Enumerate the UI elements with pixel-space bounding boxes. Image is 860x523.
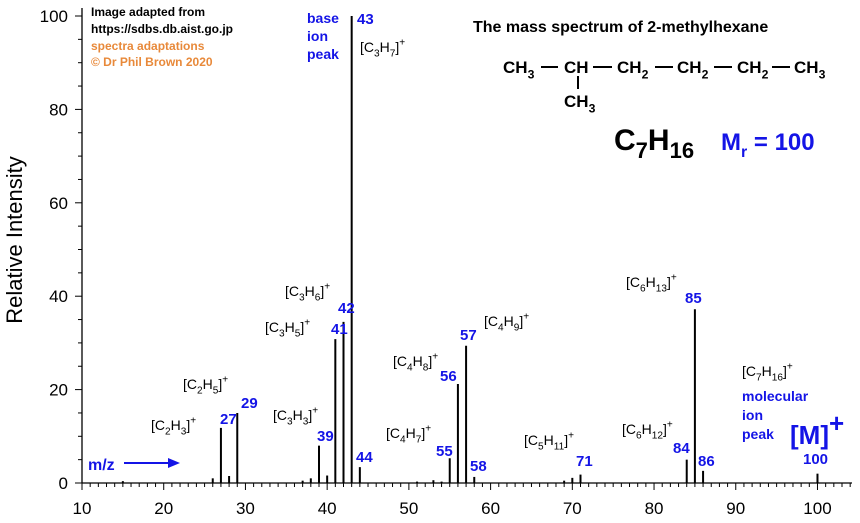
y-tick-label: 0	[59, 474, 68, 493]
peak-mz-label: 44	[356, 449, 373, 466]
peak-mz-label: 29	[241, 395, 258, 412]
y-ticks: 0 20 40 60 80 100	[40, 7, 82, 493]
chain-group: CH2	[677, 58, 709, 81]
x-tick-label: 20	[154, 499, 173, 518]
base-peak-note-2: ion	[307, 28, 328, 44]
peak-mz-label: 41	[331, 321, 348, 338]
x-tick-label: 50	[399, 499, 418, 518]
credit-line-1: Image adapted from	[91, 5, 205, 19]
x-tick-label: 40	[318, 499, 337, 518]
ion-formula-label: [C3H3]+	[273, 406, 318, 428]
ion-formula-label: [C4H8]+	[393, 352, 438, 374]
chart-title: The mass spectrum of 2-methylhexane	[473, 19, 768, 36]
peak-mz-label: 71	[576, 453, 593, 470]
peak-mz-label: 58	[470, 458, 487, 475]
x-tick-label: 80	[645, 499, 664, 518]
ion-formula-label: [C6H12]+	[622, 420, 673, 442]
x-tick-label: 90	[726, 499, 745, 518]
peak-mz-label: 55	[436, 443, 453, 460]
peak-mz-label: 84	[673, 440, 690, 457]
chain-group: CH2	[737, 58, 769, 81]
x-tick-label: 60	[481, 499, 500, 518]
y-tick-label: 80	[49, 100, 68, 119]
molecular-ion-note-2: ion	[742, 407, 763, 423]
chain-group: CH3	[503, 58, 535, 81]
peak-mz-label: 86	[698, 453, 715, 470]
molecular-formula: C7H16	[614, 124, 694, 163]
x-tick-label: 100	[803, 499, 831, 518]
peak-mz-label: 39	[317, 428, 334, 445]
ion-formula-label: [C3H7]+	[360, 38, 405, 60]
y-tick-label: 40	[49, 287, 68, 306]
x-ticks: 10 20 30 40 50 60 70 80 90 100	[73, 483, 851, 518]
x-tick-label: 10	[73, 499, 92, 518]
ion-formula-label: [C3H5]+	[265, 318, 310, 340]
relative-molecular-mass: Mr = 100	[721, 129, 815, 161]
peak-mz-label: 42	[338, 300, 355, 317]
ion-formula-label: [C6H13]+	[626, 273, 677, 295]
ion-formula-label: [C7H16]+	[742, 362, 793, 384]
peaks	[121, 16, 819, 483]
molecular-ion-note-1: molecular	[742, 388, 809, 404]
mz-marker-label: m/z	[88, 457, 115, 474]
credit-line-3: spectra adaptations	[91, 39, 205, 53]
x-tick-label: 30	[236, 499, 255, 518]
peak-mz-label: 100	[803, 451, 828, 468]
mz-arrow-icon	[124, 458, 180, 468]
structural-formula: CH3 CH CH2 CH2 CH2 CH3 CH3	[503, 58, 826, 115]
base-peak-note-3: peak	[307, 46, 339, 62]
y-tick-label: 100	[40, 7, 68, 26]
ion-formula-label: [C4H9]+	[484, 312, 529, 334]
molecular-ion-note-3: peak	[742, 426, 774, 442]
peak-labels: 27 [C2H3]+ 29 [C2H5]+ 39[C3H3]+ 41 [C3H5]+ 42 [C…	[151, 11, 828, 475]
molecular-ion-symbol: [M]+	[790, 408, 844, 450]
y-tick-label: 60	[49, 194, 68, 213]
chain-group: CH	[564, 58, 589, 77]
peak-mz-label: 43	[357, 11, 374, 28]
ion-formula-label: [C3H6]+	[285, 282, 330, 304]
peak-mz-label: 27	[220, 411, 237, 428]
ion-formula-label: [C4H7]+	[386, 424, 431, 446]
credit-line-4: © Dr Phil Brown 2020	[91, 55, 213, 69]
peak-mz-label: 56	[440, 368, 457, 385]
y-tick-label: 20	[49, 381, 68, 400]
y-axis-label: Relative Intensity	[2, 156, 27, 324]
ion-formula-label: [C5H11]+	[524, 431, 574, 453]
peak-mz-label: 85	[685, 290, 702, 307]
ion-formula-label: [C2H3]+	[151, 416, 196, 438]
x-tick-label: 70	[563, 499, 582, 518]
peak-mz-label: 57	[460, 327, 477, 344]
base-peak-note-1: base	[307, 10, 339, 26]
credit-line-2: https://sdbs.db.aist.go.jp	[91, 22, 233, 36]
branch-group: CH3	[564, 92, 596, 115]
chain-group: CH3	[794, 58, 826, 81]
chain-group: CH2	[617, 58, 649, 81]
ion-formula-label: [C2H5]+	[183, 375, 228, 397]
